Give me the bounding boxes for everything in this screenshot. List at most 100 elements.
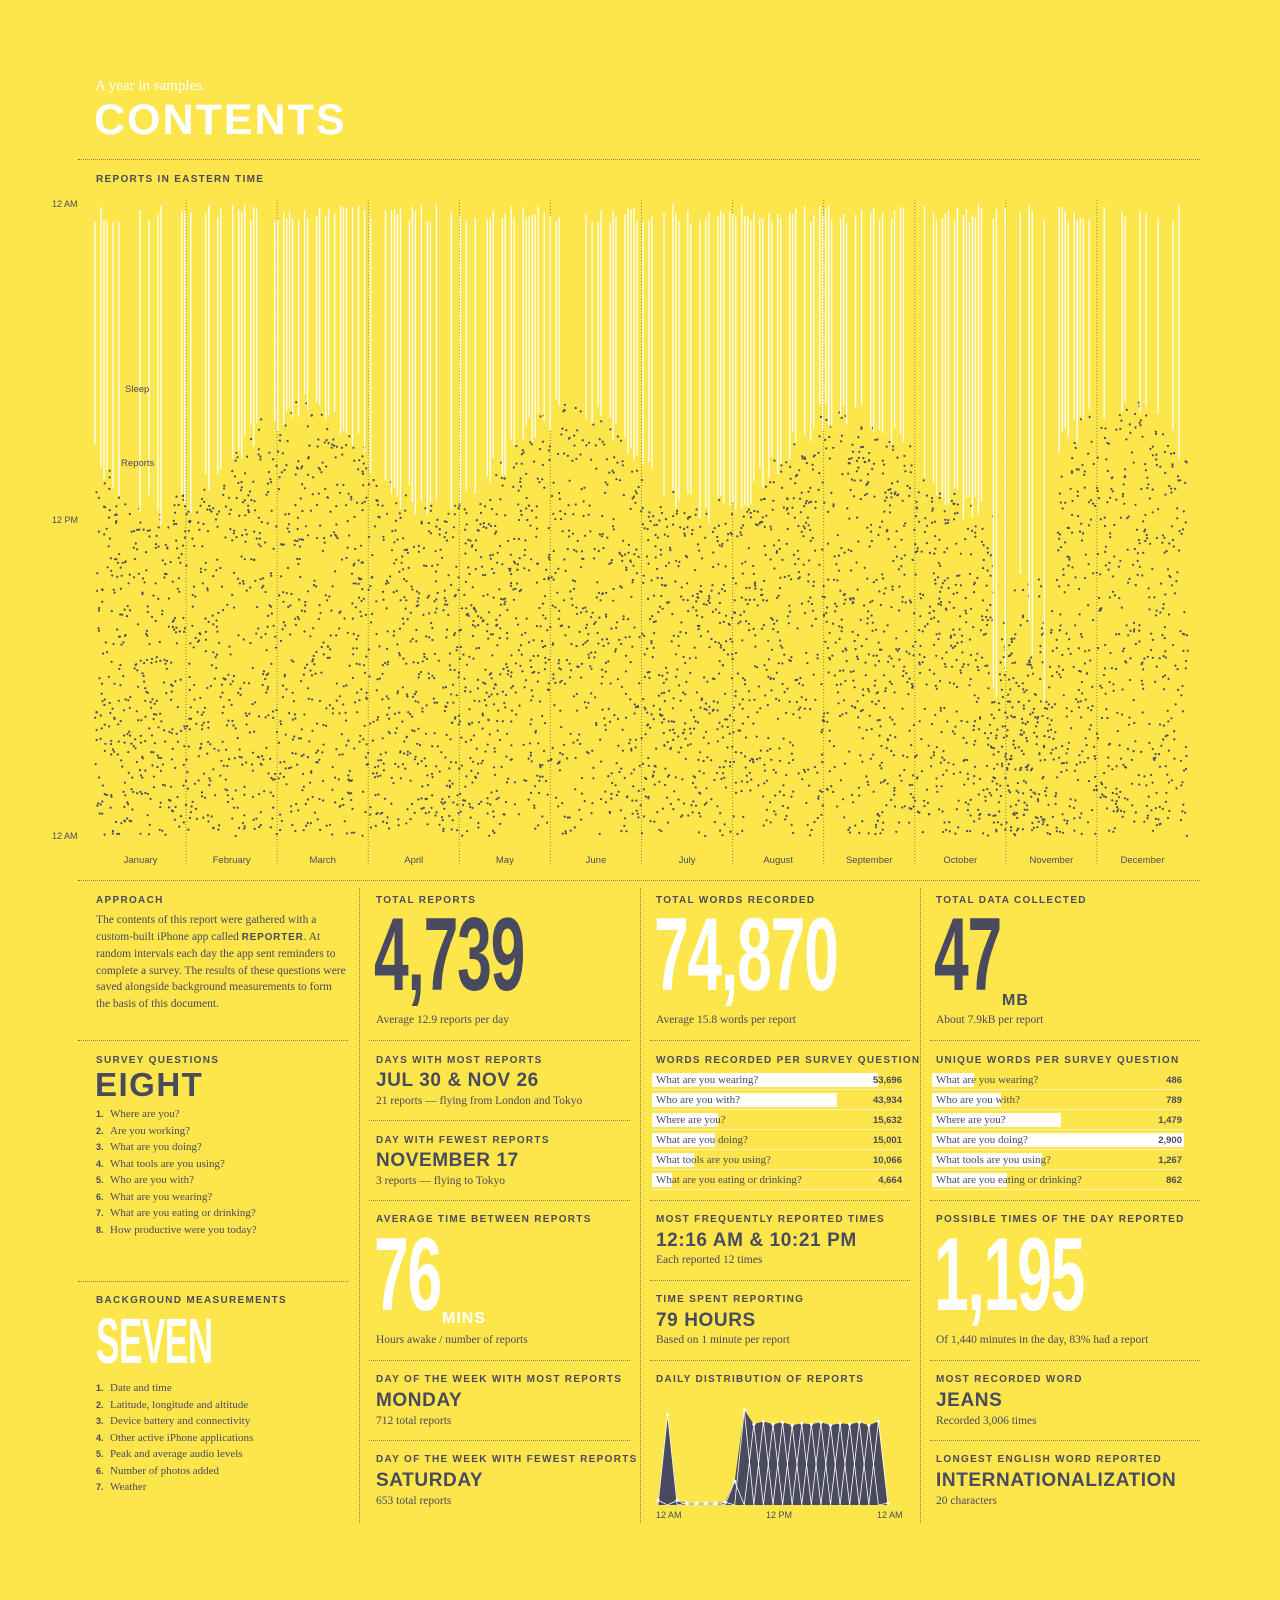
report-dot — [716, 740, 719, 743]
report-dot — [967, 803, 970, 806]
report-dot — [832, 446, 835, 449]
report-dot — [1081, 692, 1084, 695]
report-dot — [248, 731, 251, 734]
report-dot — [683, 511, 686, 515]
report-dot — [272, 794, 275, 798]
report-dot — [536, 774, 539, 777]
report-dot — [763, 525, 766, 529]
report-dot — [828, 658, 832, 661]
report-dot — [464, 542, 467, 545]
report-dot — [311, 729, 314, 732]
report-dot — [95, 491, 98, 494]
report-dot — [1026, 808, 1029, 812]
report-dot — [101, 600, 104, 603]
report-dot — [779, 644, 782, 647]
report-dot — [652, 646, 655, 650]
report-dot — [264, 590, 267, 594]
report-dot — [188, 688, 191, 692]
report-dot — [954, 583, 957, 586]
report-dot — [938, 496, 941, 500]
report-dot — [1061, 507, 1064, 510]
report-dot — [324, 594, 327, 597]
report-dot — [1161, 675, 1164, 679]
report-dot — [351, 676, 354, 680]
report-dot — [121, 561, 124, 564]
report-dot — [189, 519, 192, 523]
report-dot — [304, 604, 307, 607]
question-bar-row: What are you doing? 2,900 — [932, 1133, 1184, 1150]
report-dot — [165, 667, 168, 670]
report-dot — [1129, 629, 1132, 632]
report-dot — [850, 793, 854, 797]
report-dot — [1176, 571, 1179, 574]
report-dot — [502, 667, 505, 671]
report-dot — [1006, 700, 1010, 703]
report-dot — [426, 774, 429, 777]
report-dot — [1159, 582, 1163, 585]
report-dot — [306, 798, 309, 801]
report-dot — [303, 610, 306, 613]
report-dot — [103, 723, 106, 726]
report-dot — [280, 543, 283, 546]
report-dot — [489, 803, 492, 806]
report-dot — [989, 616, 992, 619]
report-dot — [517, 813, 521, 816]
report-dot — [249, 437, 253, 441]
report-dot — [921, 831, 924, 834]
report-dot — [741, 572, 744, 575]
report-dot — [648, 511, 651, 514]
report-dot — [711, 677, 714, 680]
report-dot — [459, 792, 462, 796]
report-dot — [267, 672, 270, 675]
background-item: 7. Weather — [96, 1481, 147, 1493]
report-dot — [643, 527, 646, 530]
month-label: November — [1029, 855, 1074, 866]
report-dot — [1039, 651, 1042, 654]
distribution-line — [657, 1414, 668, 1506]
report-dot — [409, 818, 412, 821]
report-dot — [806, 662, 809, 665]
report-dot — [411, 637, 414, 641]
report-dot — [372, 720, 375, 723]
report-dot — [300, 728, 303, 731]
report-dot — [763, 782, 766, 785]
report-dot — [158, 828, 161, 831]
report-dot — [335, 523, 338, 526]
report-dot — [470, 604, 473, 607]
report-dot — [119, 613, 122, 616]
report-dot — [188, 662, 191, 665]
report-dot — [607, 707, 610, 711]
report-dot — [911, 783, 914, 786]
report-dot — [362, 738, 365, 741]
report-dot — [694, 786, 697, 789]
report-dot — [326, 599, 329, 602]
report-dot — [852, 597, 855, 600]
report-dot — [670, 640, 673, 643]
report-dot — [1030, 656, 1033, 659]
report-dot — [1112, 830, 1115, 833]
report-dot — [686, 744, 690, 747]
report-dot — [128, 512, 131, 516]
report-dot — [644, 708, 647, 711]
report-dot — [431, 745, 434, 748]
report-dot — [705, 730, 708, 733]
report-dot — [376, 811, 379, 815]
report-dot — [489, 554, 492, 557]
report-dot — [755, 735, 758, 738]
report-dot — [1026, 740, 1029, 743]
report-dot — [740, 533, 743, 537]
report-dot — [585, 444, 588, 447]
report-dot — [258, 537, 261, 540]
report-dot — [97, 776, 101, 779]
report-dot — [1074, 799, 1077, 802]
report-dot — [789, 741, 792, 744]
report-dot — [1131, 782, 1134, 785]
report-dot — [208, 777, 211, 780]
report-dot — [291, 738, 294, 741]
bar-fill — [932, 1093, 1001, 1107]
report-dot — [141, 776, 144, 779]
report-dot — [1096, 456, 1099, 459]
report-dot — [903, 524, 906, 527]
report-dot — [115, 558, 118, 561]
report-dot — [545, 568, 548, 571]
